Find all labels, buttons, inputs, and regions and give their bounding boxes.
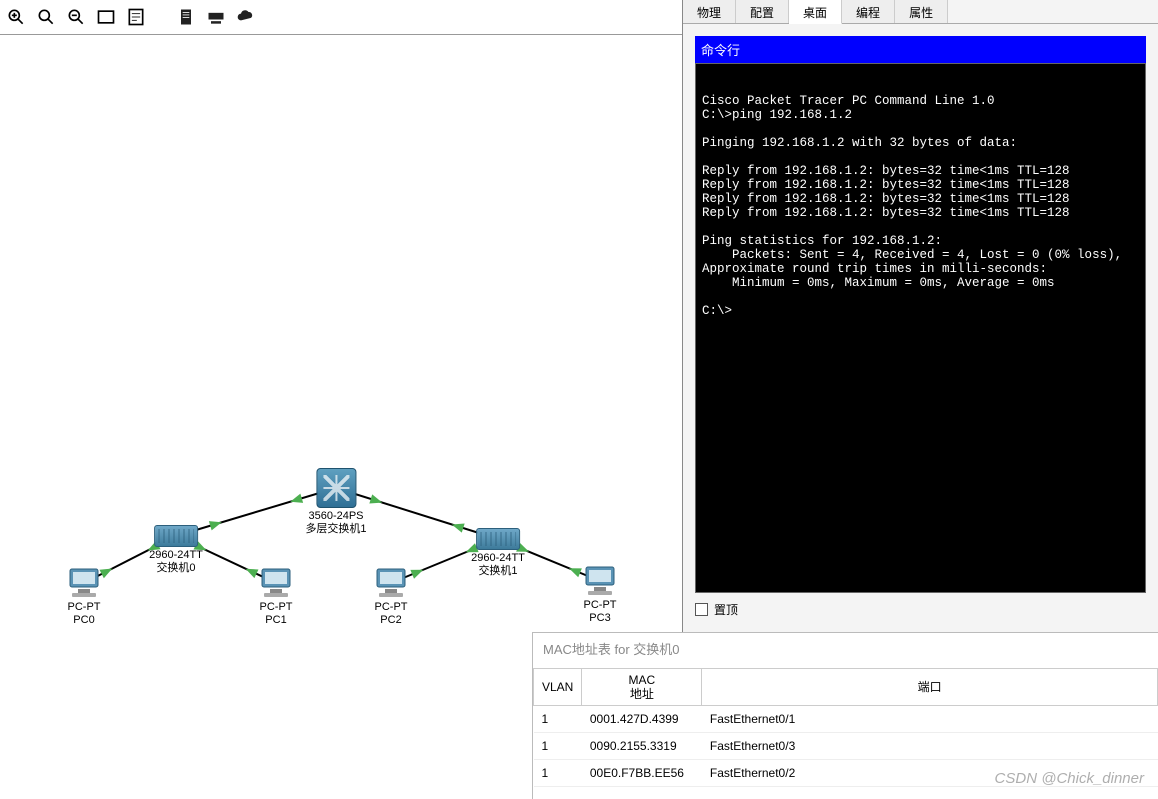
notes-icon[interactable] (124, 5, 148, 29)
device-panel: 物理配置桌面编程属性 命令行 Cisco Packet Tracer PC Co… (682, 0, 1158, 635)
table-cell: 0001.427D.4399 (582, 706, 702, 733)
table-cell: 1 (534, 706, 582, 733)
table-row[interactable]: 10090.2155.3319FastEthernet0/3 (534, 733, 1158, 760)
table-cell: 1 (534, 760, 582, 787)
node-label: PC-PTPC3 (582, 599, 618, 625)
pc-icon (258, 567, 294, 599)
tab-1[interactable]: 配置 (736, 0, 789, 23)
pc-icon (582, 565, 618, 597)
table-cell: 0090.2155.3319 (582, 733, 702, 760)
zoom-out-icon[interactable] (64, 5, 88, 29)
node-label: PC-PTPC0 (66, 601, 102, 627)
mac-table-title: MAC地址表 for 交换机0 (533, 633, 1158, 668)
multilayer-switch-icon (316, 468, 356, 508)
table-cell: FastEthernet0/1 (702, 706, 1158, 733)
tab-4[interactable]: 属性 (895, 0, 948, 23)
on-top-checkbox[interactable] (695, 603, 708, 616)
tab-0[interactable]: 物理 (683, 0, 736, 23)
switch-icon (154, 525, 198, 547)
switch-icon (476, 528, 520, 550)
node-msw1[interactable]: 3560-24PS多层交换机1 (305, 468, 366, 536)
node-pc1[interactable]: PC-PTPC1 (258, 567, 294, 627)
zoom-reset-icon[interactable] (34, 5, 58, 29)
node-sw1[interactable]: 2960-24TT交换机1 (471, 528, 525, 578)
node-label: 2960-24TT交换机1 (471, 552, 525, 578)
node-sw0[interactable]: 2960-24TT交换机0 (149, 525, 203, 575)
cloud-icon[interactable] (234, 5, 258, 29)
node-label: 2960-24TT交换机0 (149, 549, 203, 575)
watermark: CSDN @Chick_dinner (995, 770, 1144, 787)
node-label: PC-PTPC1 (258, 601, 294, 627)
node-pc2[interactable]: PC-PTPC2 (373, 567, 409, 627)
cli-output[interactable]: Cisco Packet Tracer PC Command Line 1.0 … (695, 63, 1146, 593)
cli-title: 命令行 (695, 36, 1146, 63)
table-row[interactable]: 10001.427D.4399FastEthernet0/1 (534, 706, 1158, 733)
mac-col-header[interactable]: VLAN (534, 669, 582, 706)
mac-col-header[interactable]: 端口 (702, 669, 1158, 706)
tab-2[interactable]: 桌面 (789, 0, 842, 24)
node-label: 3560-24PS多层交换机1 (305, 510, 366, 536)
node-pc3[interactable]: PC-PTPC3 (582, 565, 618, 625)
mac-col-header[interactable]: MAC地址 (582, 669, 702, 706)
node-label: PC-PTPC2 (373, 601, 409, 627)
panel-tabs: 物理配置桌面编程属性 (683, 0, 1158, 24)
fullscreen-icon[interactable] (94, 5, 118, 29)
on-top-label: 置顶 (714, 601, 738, 618)
tab-3[interactable]: 编程 (842, 0, 895, 23)
device-icon[interactable] (204, 5, 228, 29)
table-cell: 00E0.F7BB.EE56 (582, 760, 702, 787)
pc-icon (66, 567, 102, 599)
table-cell: 1 (534, 733, 582, 760)
pc-icon (373, 567, 409, 599)
doc-icon[interactable] (174, 5, 198, 29)
zoom-in-icon[interactable] (4, 5, 28, 29)
node-pc0[interactable]: PC-PTPC0 (66, 567, 102, 627)
table-cell: FastEthernet0/3 (702, 733, 1158, 760)
